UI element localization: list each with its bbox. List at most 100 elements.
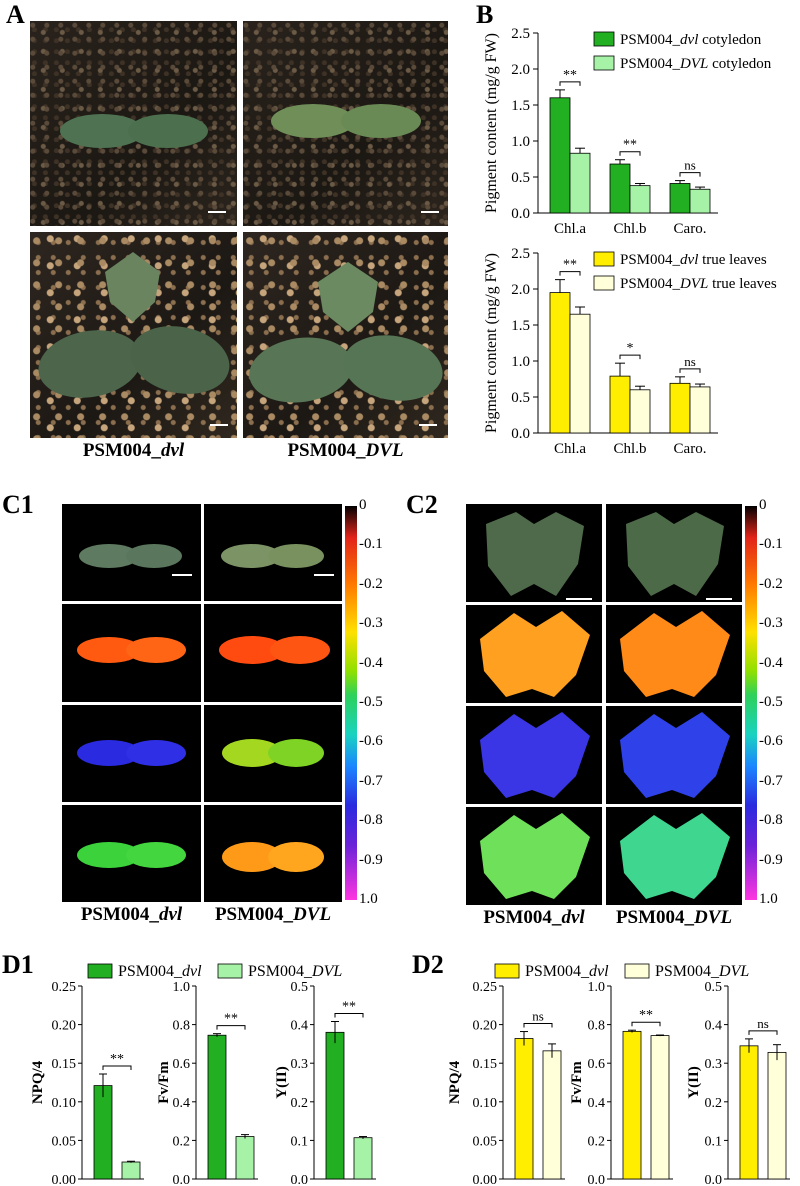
bar [767, 1051, 787, 1180]
y-tick-label: 0.0 [511, 426, 530, 442]
y-tick-label: 0.4 [705, 1019, 723, 1034]
bar [669, 183, 691, 214]
y-tick-label: 0.0 [588, 1173, 606, 1186]
significance-label: ns [684, 354, 696, 369]
y-tick-label: 0.20 [52, 1019, 77, 1034]
y-tick-label: 2.0 [511, 62, 530, 78]
colorbar-tick-label: -0.5 [359, 694, 383, 710]
significance-label: ** [563, 68, 577, 83]
bar [353, 1137, 373, 1180]
bar [121, 1161, 141, 1180]
bar [569, 152, 591, 214]
photo-DVL-cotyledon [243, 21, 448, 226]
significance-bracket [559, 81, 581, 86]
panel-label-c2: C2 [406, 490, 438, 519]
colorbar-tick-label: -0.1 [359, 536, 383, 553]
y-tick-label: 0.00 [52, 1173, 77, 1186]
photo-DVL-true-leaves [243, 232, 448, 438]
c2-dvl-photo [466, 504, 602, 602]
y-axis-label: Y(II) [274, 1066, 290, 1099]
c2-dvl-yii [466, 706, 602, 804]
x-tick-label: Caro. [674, 221, 707, 237]
c2-DVL-npq [606, 807, 742, 905]
colorbar-tick-label: -0.2 [359, 575, 383, 592]
y-tick-label: 0.6 [173, 1057, 191, 1072]
colorbar-tick-label: -0.4 [359, 654, 383, 671]
caption-c1-dvl: PSM004_dvl [80, 904, 183, 925]
y-tick-label: 0.0 [511, 206, 530, 222]
bar [629, 185, 651, 214]
bar [235, 1136, 255, 1180]
x-tick-label: Chl.a [554, 221, 586, 237]
panel-label-d1: D1 [2, 950, 34, 979]
legend-label: PSM004_dvl [525, 963, 609, 980]
y-tick-label: 0.2 [173, 1134, 191, 1149]
y-tick-label: 0.25 [473, 980, 498, 995]
y-tick-label: 0.5 [705, 980, 723, 995]
panel-label-a: A [6, 0, 25, 29]
colorbar-tick-label: -0.3 [359, 615, 383, 632]
significance-bracket [679, 368, 701, 373]
colorbar-tick-label: -0.8 [359, 812, 383, 829]
panel-label-b: B [476, 0, 494, 29]
y-axis-label: Fv/Fm [569, 1061, 585, 1104]
y-tick-label: 0.0 [291, 1173, 309, 1186]
bar [609, 375, 631, 434]
bar [514, 1038, 534, 1180]
legend-swatch [593, 31, 615, 47]
bar [549, 292, 571, 434]
y-tick-label: 1.0 [173, 980, 191, 995]
c1-DVL-npq [204, 805, 342, 902]
c2-colorbar [745, 506, 757, 900]
legend-swatch [217, 963, 243, 979]
y-tick-label: 0.2 [291, 1096, 309, 1111]
y-tick-label: 0.8 [173, 1019, 191, 1034]
significance-bracket [748, 1030, 778, 1035]
y-tick-label: 0.5 [511, 390, 530, 406]
y-tick-label: 0.4 [291, 1019, 309, 1034]
y-axis-label: Pigment content (mg/g FW) [483, 33, 500, 213]
colorbar-tick-label: -0.4 [759, 654, 783, 671]
significance-bracket [679, 172, 701, 177]
colorbar-tick-label: 0 [759, 497, 767, 513]
y-tick-label: 1.0 [511, 354, 530, 370]
panel-label-d2: D2 [412, 950, 444, 979]
y-tick-label: 0.4 [588, 1096, 606, 1111]
y-tick-label: 1.5 [511, 98, 530, 114]
legend-label: PSM004_dvl [118, 963, 202, 980]
colorbar-tick-label: -0.9 [359, 851, 383, 868]
bar [207, 1034, 227, 1180]
bar [689, 386, 711, 434]
c2-DVL-yii [606, 706, 742, 804]
y-tick-label: 2.5 [511, 26, 530, 42]
y-tick-label: 2.0 [511, 282, 530, 298]
significance-label: ** [110, 1052, 124, 1067]
y-axis-label: Fv/Fm [156, 1061, 172, 1104]
significance-bracket [216, 1025, 246, 1030]
significance-label: ** [224, 1012, 238, 1027]
significance-bracket [102, 1065, 132, 1071]
y-axis-label: NPQ/4 [30, 1060, 46, 1104]
significance-label: ** [623, 138, 637, 153]
x-tick-label: Chl.b [614, 221, 647, 237]
y-tick-label: 0.2 [588, 1134, 606, 1149]
photo-dvl-cotyledon [30, 21, 237, 226]
c1-colorbar [345, 506, 357, 900]
y-tick-label: 0.5 [511, 170, 530, 186]
legend-swatch [593, 275, 615, 291]
y-tick-label: 2.5 [511, 246, 530, 262]
y-tick-label: 1.0 [511, 134, 530, 150]
y-tick-label: 0.2 [705, 1096, 723, 1111]
caption-c2-DVL: PSM004_DVL [615, 907, 733, 928]
colorbar-tick-label: -0.7 [359, 772, 383, 789]
c1-dvl-photo [62, 504, 201, 601]
bar [689, 188, 711, 214]
c1-DVL-fvfm [204, 604, 342, 702]
x-tick-label: Chl.a [554, 441, 586, 457]
c2-DVL-fvfm [606, 605, 742, 703]
y-tick-label: 0.25 [52, 980, 77, 995]
legend-swatch [494, 963, 520, 979]
panel-label-c1: C1 [2, 490, 34, 519]
significance-label: ns [757, 1016, 769, 1031]
colorbar-tick-label: -0.6 [759, 733, 783, 750]
